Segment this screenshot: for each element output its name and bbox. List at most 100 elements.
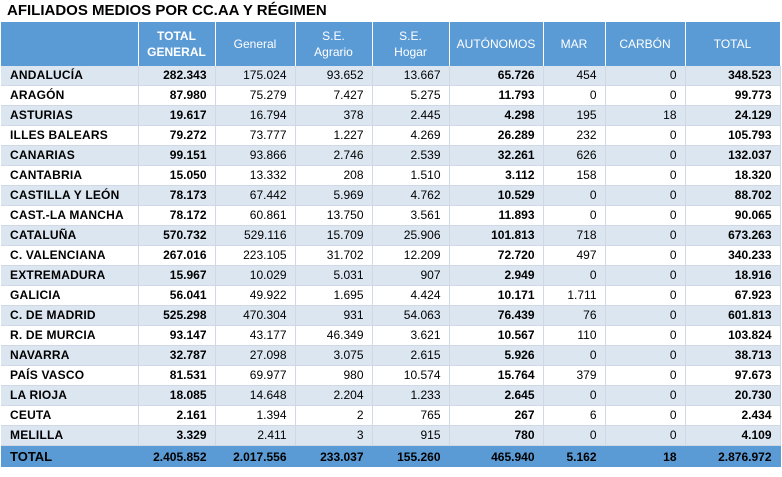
table-cell: 99.773: [685, 85, 781, 106]
region-name: ILLES BALEARS: [1, 125, 139, 146]
table-cell: 232: [543, 125, 606, 146]
table-cell: 90.065: [685, 205, 781, 226]
table-cell: 267.016: [138, 245, 216, 266]
table-cell: 7.427: [295, 85, 373, 106]
table-cell: 931: [295, 305, 373, 326]
table-row: PAÍS VASCO 81.531 69.977 980 10.574 15.764 379…: [1, 365, 781, 386]
table-cell: 0: [605, 265, 686, 286]
table-row: CEUTA 2.161 1.394 2 765 267 6 0 2.434: [1, 405, 781, 426]
table-cell: 3.329: [138, 425, 216, 446]
table-cell: 1.711: [543, 285, 606, 306]
table-cell: 1.233: [372, 385, 450, 406]
table-cell: 87.980: [138, 85, 216, 106]
table-cell: 158: [543, 165, 606, 186]
table-cell: 15.050: [138, 165, 216, 186]
table-row: ILLES BALEARS 79.272 73.777 1.227 4.269 26.28…: [1, 125, 781, 146]
table-cell: 4.762: [372, 185, 450, 206]
table-cell: 38.713: [685, 345, 781, 366]
header-region: [1, 22, 139, 66]
table-cell: 1.695: [295, 285, 373, 306]
total-row: TOTAL 2.405.852 2.017.556 233.037 155.26…: [1, 445, 781, 467]
total-cell: 5.162: [543, 445, 606, 467]
table-cell: 0: [605, 205, 686, 226]
table-cell: 93.147: [138, 325, 216, 346]
total-cell: 18: [605, 445, 686, 467]
table-row: GALICIA 56.041 49.922 1.695 4.424 10.171 1.711…: [1, 285, 781, 306]
total-cell: 233.037: [295, 445, 373, 467]
table-cell: 3.561: [372, 205, 450, 226]
table-cell: 454: [543, 66, 606, 86]
total-label: TOTAL: [1, 445, 139, 467]
table-cell: 32.787: [138, 345, 216, 366]
table-cell: 601.813: [685, 305, 781, 326]
header-total-general: TOTAL GENERAL: [138, 22, 216, 66]
table-cell: 2.645: [449, 385, 544, 406]
table-cell: 73.777: [215, 125, 296, 146]
table-cell: 0: [605, 325, 686, 346]
table-cell: 76.439: [449, 305, 544, 326]
table-cell: 5.275: [372, 85, 450, 106]
table-cell: 0: [543, 85, 606, 106]
table-cell: 19.617: [138, 105, 216, 126]
table-cell: 60.861: [215, 205, 296, 226]
region-name: C. DE MADRID: [1, 305, 139, 326]
table-cell: 3.112: [449, 165, 544, 186]
region-name: ANDALUCÍA: [1, 66, 139, 86]
table-cell: 0: [605, 185, 686, 206]
table-cell: 18: [605, 105, 686, 126]
table-row: CATALUÑA 570.732 529.116 15.709 25.906 101.81…: [1, 225, 781, 246]
table-cell: 4.109: [685, 425, 781, 446]
region-name: PAÍS VASCO: [1, 365, 139, 386]
table-row: ANDALUCÍA 282.343 175.024 93.652 13.667 65.72…: [1, 66, 781, 86]
table-cell: 223.105: [215, 245, 296, 266]
header-se-agrario: S.E. Agrario: [295, 22, 373, 66]
table-cell: 18.320: [685, 165, 781, 186]
table-cell: 208: [295, 165, 373, 186]
header-carbon: CARBÓN: [605, 22, 686, 66]
table-row: ASTURIAS 19.617 16.794 378 2.445 4.298 195 18 24…: [1, 105, 781, 126]
table-cell: 132.037: [685, 145, 781, 166]
total-cell: 155.260: [372, 445, 450, 467]
table-cell: 2: [295, 405, 373, 426]
table-cell: 72.720: [449, 245, 544, 266]
table-cell: 5.031: [295, 265, 373, 286]
table-cell: 0: [605, 285, 686, 306]
header-total: TOTAL: [685, 22, 781, 66]
table-cell: 379: [543, 365, 606, 386]
header-mar: MAR: [543, 22, 606, 66]
table-cell: 0: [605, 245, 686, 266]
table-cell: 10.529: [449, 185, 544, 206]
table-cell: 79.272: [138, 125, 216, 146]
table-cell: 31.702: [295, 245, 373, 266]
header-autonomos: AUTÓNOMOS: [449, 22, 544, 66]
table-cell: 378: [295, 105, 373, 126]
table-cell: 78.173: [138, 185, 216, 206]
table-cell: 10.574: [372, 365, 450, 386]
table-cell: 5.969: [295, 185, 373, 206]
table-cell: 2.434: [685, 405, 781, 426]
region-name: ARAGÓN: [1, 85, 139, 106]
table-cell: 1.227: [295, 125, 373, 146]
table-row: CANTABRIA 15.050 13.332 208 1.510 3.112 158 0 18…: [1, 165, 781, 186]
table-cell: 1.394: [215, 405, 296, 426]
header-se-hogar: S.E. Hogar: [372, 22, 450, 66]
table-cell: 0: [605, 225, 686, 246]
region-name: EXTREMADURA: [1, 265, 139, 286]
table-cell: 93.652: [295, 66, 373, 86]
table-cell: 267: [449, 405, 544, 426]
table-cell: 2.615: [372, 345, 450, 366]
table-cell: 13.750: [295, 205, 373, 226]
table-cell: 18.916: [685, 265, 781, 286]
affiliates-table: TOTAL GENERAL General S.E. Agrario S.E. Hog…: [1, 22, 781, 467]
table-cell: 470.304: [215, 305, 296, 326]
table-cell: 81.531: [138, 365, 216, 386]
table-cell: 497: [543, 245, 606, 266]
table-body: ANDALUCÍA 282.343 175.024 93.652 13.667 65.72…: [1, 66, 781, 446]
table-cell: 0: [543, 205, 606, 226]
table-cell: 15.967: [138, 265, 216, 286]
table-row: C. VALENCIANA 267.016 223.105 31.702 12.209 7…: [1, 245, 781, 266]
table-cell: 5.926: [449, 345, 544, 366]
table-cell: 2.539: [372, 145, 450, 166]
table-cell: 0: [605, 145, 686, 166]
table-cell: 20.730: [685, 385, 781, 406]
